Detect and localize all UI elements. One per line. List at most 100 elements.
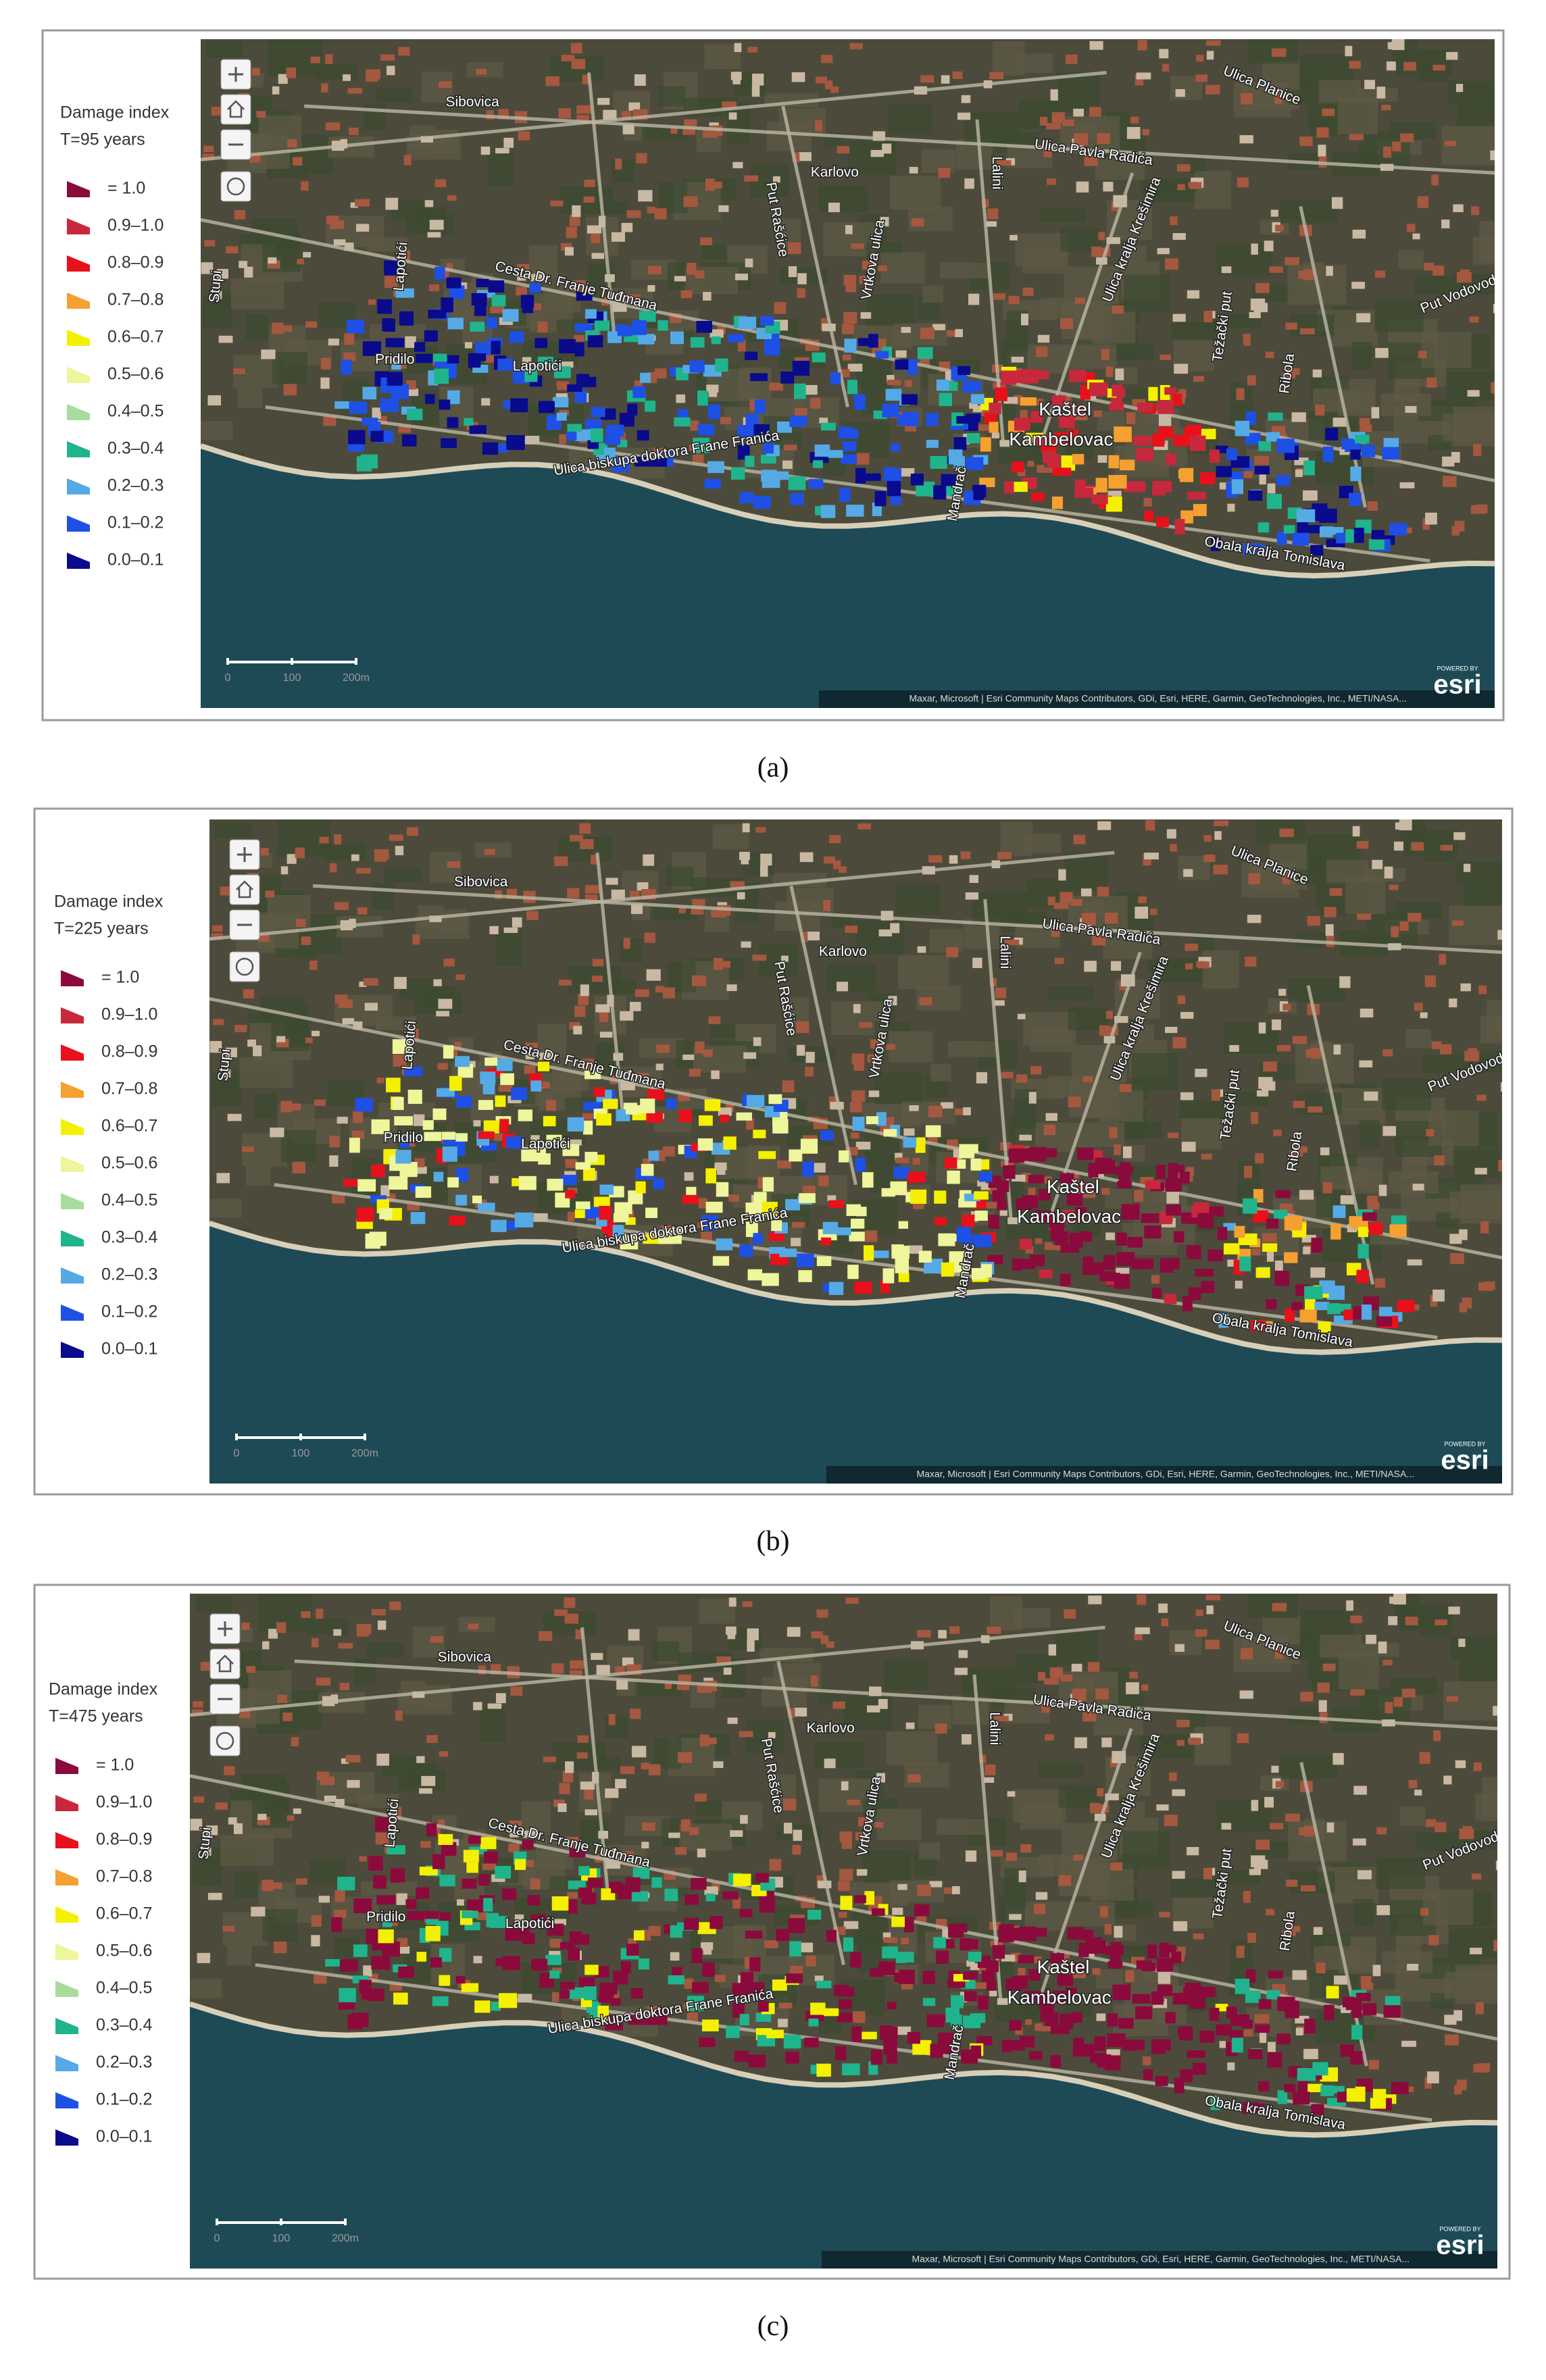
building	[762, 1273, 779, 1286]
building	[707, 461, 724, 474]
building	[1304, 2019, 1316, 2034]
roof	[1141, 1684, 1149, 1691]
building	[954, 1923, 968, 1933]
road	[265, 405, 1430, 563]
locate-button[interactable]	[209, 1725, 241, 1756]
building	[467, 1899, 483, 1913]
roof	[969, 875, 979, 883]
roof	[622, 124, 634, 134]
building	[691, 1948, 703, 1964]
building	[538, 357, 553, 367]
roof	[1346, 1600, 1353, 1611]
roof	[1274, 1260, 1283, 1271]
roof	[744, 175, 759, 182]
roof	[416, 1756, 425, 1763]
roof	[843, 311, 857, 324]
roof	[703, 1677, 714, 1683]
building	[980, 437, 991, 452]
roof	[815, 120, 822, 132]
building	[899, 1969, 916, 1984]
building	[1110, 1942, 1122, 1954]
building	[575, 1162, 591, 1170]
building	[596, 1217, 607, 1227]
roof	[1172, 1789, 1185, 1796]
building	[739, 1244, 753, 1257]
building	[645, 401, 656, 412]
building	[484, 1057, 498, 1066]
building	[962, 1233, 973, 1246]
roof	[1180, 1092, 1194, 1100]
roof	[997, 160, 1012, 166]
roof	[1426, 377, 1437, 388]
roof	[1269, 1823, 1284, 1829]
locate-button[interactable]	[229, 951, 260, 982]
building	[1376, 1315, 1393, 1327]
roof	[965, 1850, 977, 1862]
roof	[1071, 1663, 1082, 1672]
road	[972, 1674, 1003, 1999]
home-button[interactable]	[229, 874, 260, 905]
roof	[949, 1626, 960, 1634]
roof	[1353, 1838, 1366, 1846]
roof	[1213, 865, 1228, 875]
roof	[1440, 1044, 1452, 1055]
roof	[818, 1175, 829, 1187]
building	[578, 1866, 590, 1876]
building	[414, 342, 426, 352]
building	[643, 1234, 662, 1244]
roof	[293, 1808, 301, 1814]
building	[402, 434, 417, 447]
roof	[737, 340, 746, 352]
roof	[1254, 2014, 1270, 2023]
roof	[1082, 1075, 1093, 1082]
home-button[interactable]	[220, 94, 251, 125]
roof	[783, 445, 797, 451]
roof	[344, 333, 355, 345]
roof	[1295, 2027, 1303, 2035]
building	[1319, 1280, 1335, 1294]
building	[395, 1150, 412, 1164]
building	[970, 1158, 982, 1171]
building	[468, 1835, 481, 1844]
roof	[995, 987, 1007, 998]
attribution-bg	[819, 690, 1495, 708]
roof	[769, 1858, 782, 1871]
roof	[1269, 266, 1283, 273]
roof	[1214, 820, 1229, 826]
building	[1297, 2068, 1316, 2081]
building	[357, 1179, 376, 1192]
building	[353, 1898, 372, 1913]
legend-swatch	[67, 478, 90, 495]
roof	[1345, 45, 1353, 57]
building	[1151, 2040, 1165, 2054]
roof	[603, 109, 617, 120]
roof	[727, 1717, 738, 1724]
roof	[574, 334, 585, 342]
roof	[227, 1113, 242, 1121]
vegetation	[537, 1023, 567, 1058]
vegetation	[890, 176, 941, 210]
roof	[357, 907, 368, 915]
vegetation	[1345, 877, 1386, 915]
vegetation	[611, 159, 635, 183]
building	[1001, 2040, 1012, 2052]
roof	[1360, 424, 1372, 432]
roof	[716, 1656, 732, 1665]
legend-title: Damage index	[60, 103, 170, 122]
roof	[859, 276, 868, 284]
building	[1248, 490, 1263, 501]
roof	[599, 1011, 609, 1023]
building	[638, 1958, 649, 1970]
roof	[826, 1641, 834, 1648]
roof	[393, 1055, 407, 1067]
locate-button[interactable]	[220, 171, 251, 202]
roof	[587, 225, 602, 234]
building	[620, 1961, 631, 1974]
roof	[823, 900, 831, 911]
home-button[interactable]	[209, 1648, 241, 1679]
roof	[857, 823, 871, 830]
roof	[251, 68, 260, 76]
building	[482, 442, 499, 455]
